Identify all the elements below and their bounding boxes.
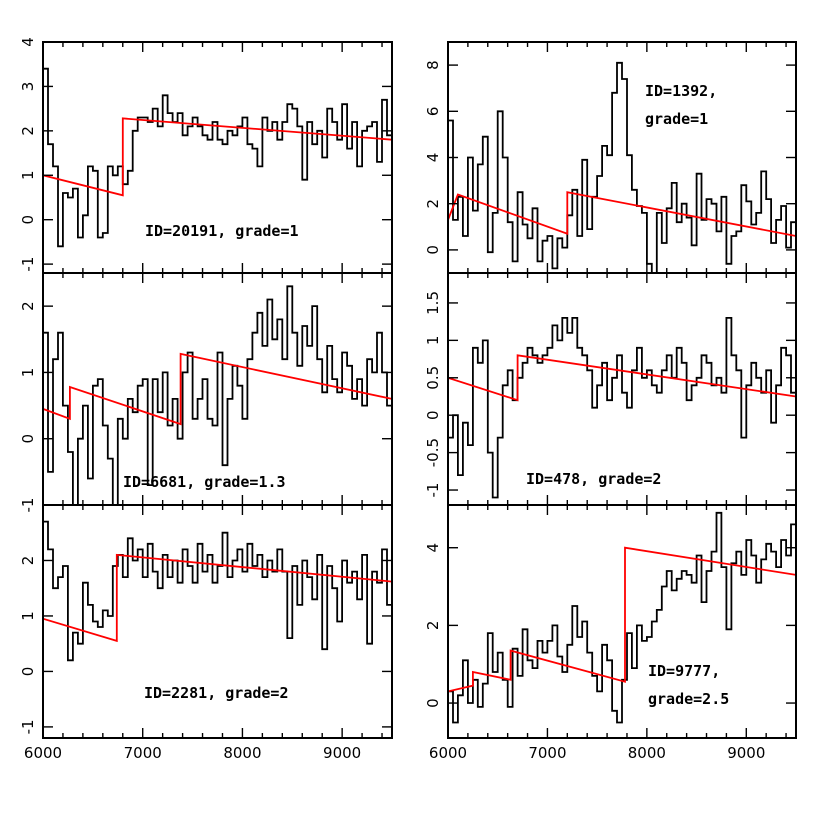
- y-tick-label: 1: [19, 611, 37, 621]
- x-tick-label: 6000: [429, 744, 467, 762]
- panel-6: 0 2 4 6000 7000 8000 9000 ID=9777, grade=2.5: [424, 504, 797, 762]
- x-tick-label: 7000: [528, 744, 566, 762]
- y-tick-label: 2: [19, 126, 37, 136]
- x-tick-label: 8000: [223, 744, 261, 762]
- panel-3: -1 0 1 2 ID=6681, grade=1.3: [19, 272, 393, 513]
- spectrum-line: [448, 511, 796, 724]
- y-tick-label: 0: [424, 698, 442, 708]
- model-fit-line: [43, 352, 392, 426]
- y-tick-label: -1: [424, 483, 442, 498]
- y-tick-label: 1: [424, 336, 442, 346]
- spectrum-line: [43, 285, 392, 505]
- y-tick-label: -1: [19, 257, 37, 272]
- id-grade-line: ID=6681, grade=1.3: [123, 473, 286, 491]
- plot-frame: [42, 504, 393, 739]
- panel-4: -1 -0.5 0 0.5 1 1.5 ID=478, grade=2: [424, 272, 797, 506]
- y-tick-label: -1: [19, 719, 37, 734]
- plot-frame: [447, 504, 797, 739]
- panel-2: 0 2 4 6 8 ID=1392, grade=1: [424, 41, 797, 274]
- id-grade-line: ID=2281, grade=2: [144, 684, 289, 702]
- id-grade-line: grade=1: [645, 110, 708, 128]
- y-tick-label: 2: [424, 199, 442, 209]
- y-tick-label: 1: [19, 368, 37, 378]
- id-grade-label: ID=9777, grade=2.5: [648, 662, 729, 708]
- id-grade-line: ID=20191, grade=1: [145, 222, 299, 240]
- id-grade-label: ID=6681, grade=1.3: [123, 473, 286, 491]
- y-tick-label: -0.5: [424, 438, 442, 467]
- y-tick-label: 0: [424, 245, 442, 255]
- y-tick-label: 4: [424, 543, 442, 553]
- y-tick-label: 4: [424, 153, 442, 163]
- id-grade-label: ID=2281, grade=2: [144, 684, 289, 702]
- id-grade-line: ID=1392,: [645, 82, 717, 100]
- id-grade-label: ID=20191, grade=1: [145, 222, 299, 240]
- y-tick-label: 2: [19, 301, 37, 311]
- y-tick-label: 0: [19, 434, 37, 444]
- id-grade-line: ID=478, grade=2: [526, 470, 661, 488]
- spectrum-line: [43, 67, 392, 248]
- model-fit-line: [43, 117, 392, 197]
- spectrum-line: [448, 61, 796, 273]
- x-tick-label: 8000: [628, 744, 666, 762]
- y-tick-label: 1.5: [424, 291, 442, 315]
- model-fit-line: [448, 191, 796, 237]
- id-grade-line: grade=2.5: [648, 690, 729, 708]
- y-tick-label: 0: [19, 215, 37, 225]
- y-tick-label: 3: [19, 82, 37, 92]
- x-tick-label: 7000: [124, 744, 162, 762]
- model-fit-line: [448, 546, 796, 693]
- id-grade-line: ID=9777,: [648, 662, 720, 680]
- y-tick-label: 4: [19, 37, 37, 47]
- panel-1: -1 0 1 2 3 4 ID=20191, grade=1: [19, 37, 393, 274]
- model-fit-line: [43, 553, 392, 643]
- y-tick-label: 0: [424, 410, 442, 420]
- x-tick-label: 9000: [727, 744, 765, 762]
- y-tick-label: 0: [19, 667, 37, 677]
- id-grade-label: ID=1392, grade=1: [645, 82, 717, 128]
- y-tick-label: 6: [424, 107, 442, 117]
- spectrum-line: [43, 520, 392, 662]
- y-tick-label: -1: [19, 498, 37, 513]
- model-fit-line: [448, 354, 796, 402]
- x-tick-label: 9000: [323, 744, 361, 762]
- panel-5: -1 0 1 2 6000 7000 8000 9000 ID=2281, grade=2: [19, 504, 393, 762]
- id-grade-label: ID=478, grade=2: [526, 470, 661, 488]
- y-tick-label: 2: [19, 556, 37, 566]
- y-tick-label: 2: [424, 621, 442, 631]
- y-tick-label: 0.5: [424, 366, 442, 390]
- y-tick-label: 1: [19, 170, 37, 180]
- x-tick-label: 6000: [24, 744, 62, 762]
- y-tick-label: 8: [424, 60, 442, 70]
